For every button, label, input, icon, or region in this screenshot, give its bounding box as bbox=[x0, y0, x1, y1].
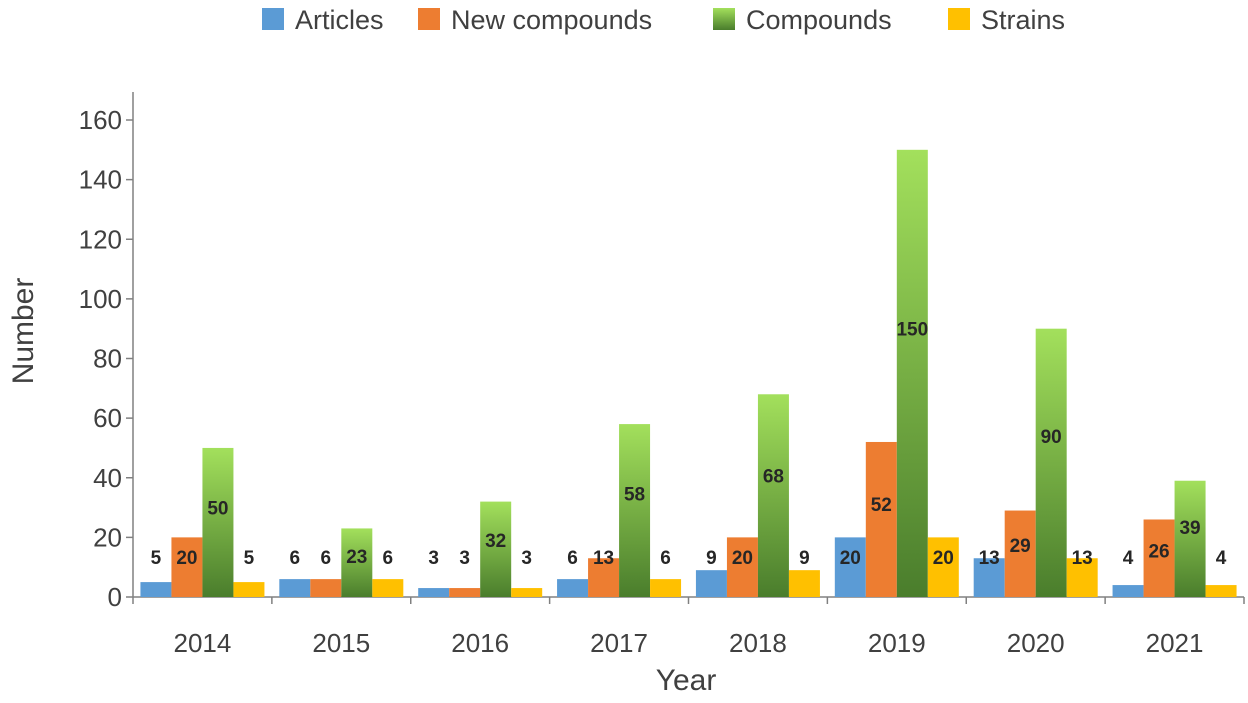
y-tick-label: 140 bbox=[79, 165, 122, 195]
data-label: 6 bbox=[383, 548, 394, 569]
bar-strains bbox=[927, 537, 959, 597]
bar-new-compounds bbox=[171, 537, 203, 597]
data-label: 39 bbox=[1179, 518, 1200, 539]
x-tick-label: 2019 bbox=[868, 628, 926, 658]
data-label: 90 bbox=[1041, 427, 1062, 448]
legend-swatch-strains bbox=[948, 8, 970, 30]
y-tick-label: 40 bbox=[93, 463, 122, 493]
data-label: 4 bbox=[1123, 548, 1134, 569]
legend-swatch-new-compounds bbox=[418, 8, 440, 30]
bar-articles bbox=[1112, 585, 1144, 597]
y-tick-label: 100 bbox=[79, 284, 122, 314]
bar-compounds bbox=[619, 424, 651, 597]
bar-strains bbox=[650, 579, 682, 597]
bar-new-compounds bbox=[588, 558, 620, 597]
legend-label: Strains bbox=[981, 5, 1065, 35]
bar-new-compounds bbox=[1143, 519, 1175, 597]
data-label: 68 bbox=[763, 466, 784, 487]
data-label: 3 bbox=[521, 548, 532, 569]
bar-compounds bbox=[341, 528, 373, 597]
x-tick-label: 2021 bbox=[1146, 628, 1204, 658]
data-label: 20 bbox=[176, 548, 197, 569]
y-tick-label: 120 bbox=[79, 224, 122, 254]
bar-compounds bbox=[1174, 480, 1206, 597]
bar-strains bbox=[788, 570, 820, 597]
data-label: 20 bbox=[840, 548, 861, 569]
bar-compounds bbox=[896, 149, 928, 597]
data-label: 150 bbox=[896, 320, 928, 341]
data-label: 58 bbox=[624, 484, 645, 505]
bar-articles bbox=[279, 579, 311, 597]
bar-strains bbox=[1066, 558, 1098, 597]
bar-articles bbox=[557, 579, 589, 597]
data-label: 23 bbox=[346, 547, 367, 568]
data-label: 4 bbox=[1216, 548, 1227, 569]
data-label: 5 bbox=[151, 548, 162, 569]
x-axis-title: Year bbox=[656, 664, 717, 697]
data-label: 52 bbox=[871, 495, 892, 516]
data-label: 6 bbox=[321, 548, 332, 569]
x-tick-label: 2016 bbox=[451, 628, 509, 658]
y-tick-label: 60 bbox=[93, 403, 122, 433]
data-label: 20 bbox=[933, 548, 954, 569]
bars bbox=[140, 149, 1237, 597]
data-label: 13 bbox=[593, 548, 614, 569]
x-tick-label: 2017 bbox=[590, 628, 648, 658]
x-tick-label: 2020 bbox=[1007, 628, 1065, 658]
bar-articles bbox=[695, 570, 727, 597]
bar-new-compounds bbox=[726, 537, 758, 597]
data-label: 3 bbox=[428, 548, 439, 569]
bar-compounds bbox=[1035, 328, 1067, 597]
x-axis: 2014 2015 2016 2017 2018 2019 2020 2021 bbox=[132, 596, 1245, 658]
bar-strains bbox=[511, 588, 543, 597]
bar-articles bbox=[973, 558, 1005, 597]
bar-articles bbox=[834, 537, 866, 597]
legend-label: New compounds bbox=[451, 5, 652, 35]
bar-compounds bbox=[480, 501, 512, 597]
y-axis-title: Number bbox=[7, 278, 40, 385]
legend-swatch-compounds bbox=[713, 8, 735, 30]
data-label: 13 bbox=[1072, 548, 1093, 569]
bar-strains bbox=[1205, 585, 1237, 597]
data-label: 6 bbox=[660, 548, 671, 569]
y-tick-label: 20 bbox=[93, 522, 122, 552]
y-axis: 0 20 40 60 80 100 120 140 160 bbox=[79, 92, 134, 612]
data-label: 9 bbox=[799, 548, 810, 569]
bar-strains bbox=[233, 582, 265, 597]
bar-compounds bbox=[202, 447, 234, 597]
legend-label: Compounds bbox=[746, 5, 892, 35]
x-tick-label: 2015 bbox=[312, 628, 370, 658]
data-label: 13 bbox=[979, 548, 1000, 569]
data-label: 32 bbox=[485, 531, 506, 552]
data-label: 50 bbox=[207, 499, 228, 520]
data-label: 5 bbox=[244, 548, 255, 569]
legend-swatch-articles bbox=[262, 8, 284, 30]
data-label: 20 bbox=[732, 548, 753, 569]
bar-compounds bbox=[757, 394, 789, 597]
bar-new-compounds bbox=[1004, 510, 1036, 597]
data-label: 9 bbox=[706, 548, 717, 569]
x-tick-label: 2014 bbox=[174, 628, 232, 658]
bar-new-compounds bbox=[865, 441, 897, 597]
bar-articles bbox=[418, 588, 450, 597]
data-label: 26 bbox=[1148, 541, 1169, 562]
bar-articles bbox=[140, 582, 172, 597]
bar-strains bbox=[372, 579, 404, 597]
data-label: 29 bbox=[1010, 536, 1031, 557]
bar-new-compounds bbox=[310, 579, 342, 597]
y-tick-label: 160 bbox=[79, 105, 122, 135]
data-label: 3 bbox=[459, 548, 470, 569]
x-tick-label: 2018 bbox=[729, 628, 787, 658]
y-tick-label: 0 bbox=[108, 582, 122, 612]
data-label: 6 bbox=[567, 548, 578, 569]
data-label: 6 bbox=[290, 548, 301, 569]
legend-label: Articles bbox=[295, 5, 384, 35]
bar-new-compounds bbox=[449, 588, 481, 597]
legend: Articles New compounds Compounds Strains bbox=[262, 5, 1065, 35]
y-tick-label: 80 bbox=[93, 344, 122, 374]
